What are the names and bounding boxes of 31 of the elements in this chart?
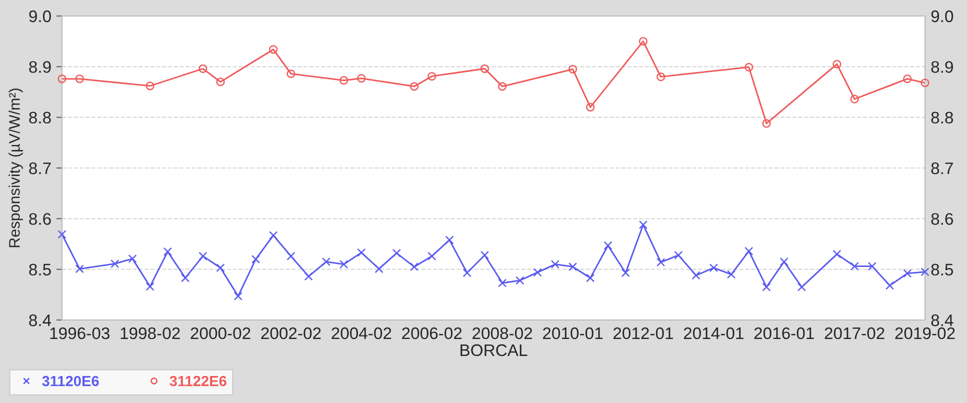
y-tick-label: 8.8 xyxy=(29,112,51,124)
y2-tick-label: 8.5 xyxy=(931,264,954,276)
y2-tick-label: 8.7 xyxy=(931,162,953,174)
x-tick-label: 2002-02 xyxy=(261,327,321,340)
y2-tick-label: 8.6 xyxy=(931,213,953,225)
y2-tick-label: 9.0 xyxy=(931,10,954,22)
y-tick-label: 8.5 xyxy=(29,264,51,276)
x-tick-label: 2004-02 xyxy=(332,327,392,340)
y-tick-label: 8.4 xyxy=(29,314,52,326)
x-tick-label: 1996-03 xyxy=(50,327,110,340)
x-tick-label: 2000-02 xyxy=(190,327,250,340)
x-tick-label: 2017-02 xyxy=(824,327,884,340)
legend-label: 31122E6 xyxy=(170,376,226,386)
x-tick-label: 2006-02 xyxy=(402,327,462,340)
y-axis-title: Responsivity (µV/W/m²) xyxy=(8,88,23,248)
x-tick-label: 2019-02 xyxy=(895,327,955,340)
x-tick-label: 2012-01 xyxy=(613,327,673,340)
x-tick-label: 2016-01 xyxy=(754,327,814,340)
y-tick-label: 8.7 xyxy=(29,162,51,174)
x-tick-label: 1998-02 xyxy=(120,327,180,340)
x-tick-label: 2008-02 xyxy=(472,327,532,340)
x-axis-title: BORCAL xyxy=(460,344,528,356)
y2-tick-label: 8.4 xyxy=(931,314,954,326)
x-tick-label: 2010-01 xyxy=(543,327,603,340)
y-tick-label: 8.9 xyxy=(29,61,51,73)
y-tick-label: 9.0 xyxy=(29,10,51,22)
legend-label: 31120E6 xyxy=(42,376,99,386)
y2-tick-label: 8.8 xyxy=(931,112,953,124)
y2-tick-label: 8.9 xyxy=(931,61,953,73)
y-tick-label: 8.6 xyxy=(29,213,51,225)
x-tick-label: 2014-01 xyxy=(684,327,744,340)
